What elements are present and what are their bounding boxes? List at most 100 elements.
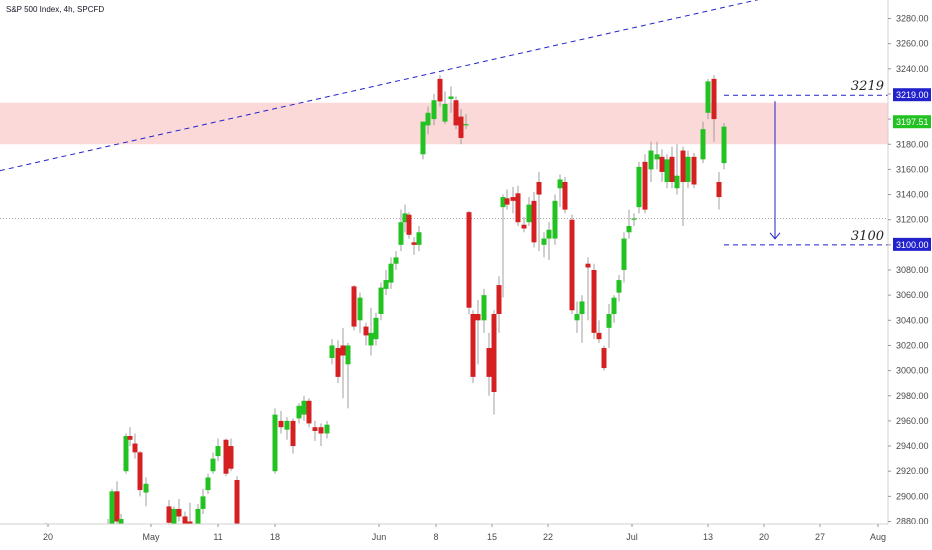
candle-body[interactable] [458,116,464,138]
candle-body[interactable] [393,257,399,264]
candle-body[interactable] [388,263,394,283]
candle-body[interactable] [137,452,143,491]
candle-body[interactable] [521,224,527,229]
candle-body[interactable] [557,179,563,189]
candle-body[interactable] [611,297,617,315]
candle-body[interactable] [223,439,229,474]
candle-body[interactable] [278,420,284,428]
candle-body[interactable] [491,314,497,392]
candle-body[interactable] [631,218,637,220]
candle-body[interactable] [552,200,558,239]
candle-body[interactable] [109,491,115,527]
candle-body[interactable] [466,212,472,308]
candle-body[interactable] [368,332,374,346]
candle-body[interactable] [574,314,580,321]
candle-body[interactable] [166,506,172,523]
candle-body[interactable] [402,213,408,223]
candle-body[interactable] [470,314,476,377]
candle-body[interactable] [596,332,602,340]
candle-body[interactable] [463,124,469,126]
candle-body[interactable] [536,181,542,195]
candle-body[interactable] [510,197,516,201]
candle-body[interactable] [669,156,675,182]
candle-body[interactable] [591,270,597,333]
candle-body[interactable] [296,405,302,419]
candle-body[interactable] [200,496,206,509]
candle-body[interactable] [195,508,201,525]
candle-body[interactable] [406,214,412,235]
candle-body[interactable] [616,280,622,293]
candle-body[interactable] [318,427,324,434]
candle-body[interactable] [486,347,492,377]
candle-body[interactable] [363,326,369,336]
candle-body[interactable] [648,150,654,170]
candle-body[interactable] [705,81,711,113]
candle-body[interactable] [504,198,510,205]
candle-body[interactable] [351,286,357,327]
candle-body[interactable] [680,150,686,182]
candle-body[interactable] [205,477,211,491]
candle-body[interactable] [585,263,591,268]
candle-body[interactable] [114,491,120,522]
candle-body[interactable] [442,104,448,122]
candle-body[interactable] [579,301,585,315]
candle-body[interactable] [416,232,422,245]
candle-body[interactable] [700,129,706,160]
candle-body[interactable] [654,154,660,160]
candle-body[interactable] [290,420,296,447]
candle-body[interactable] [143,483,149,493]
candle-body[interactable] [228,446,234,469]
candle-body[interactable] [329,345,335,359]
candle-body[interactable] [606,314,612,328]
candle-body[interactable] [378,287,384,315]
candle-body[interactable] [312,427,318,431]
candle-body[interactable] [324,424,330,434]
candle-body[interactable] [526,204,532,223]
candle-body[interactable] [711,78,717,120]
candle-body[interactable] [182,516,188,525]
candle-body[interactable] [284,420,290,430]
candle-body[interactable] [272,414,278,472]
candle-body[interactable] [425,112,431,126]
candle-body[interactable] [685,156,691,182]
trendline[interactable] [0,0,786,172]
candle-body[interactable] [721,126,727,164]
candle-body[interactable] [123,435,129,472]
candle-body[interactable] [496,285,502,315]
candle-body[interactable] [621,238,627,270]
candle-body[interactable] [335,347,341,377]
candle-body[interactable] [515,193,521,223]
candle-body[interactable] [500,197,506,208]
candle-body[interactable] [373,317,379,340]
candle-body[interactable] [132,443,138,453]
candle-body[interactable] [562,181,568,210]
candle-body[interactable] [176,508,182,517]
candle-body[interactable] [431,100,437,120]
candle-body[interactable] [546,229,552,239]
candle-body[interactable] [411,242,417,245]
candle-body[interactable] [453,100,459,126]
candle-body[interactable] [340,345,346,356]
candle-body[interactable] [642,161,648,210]
candle-body[interactable] [659,156,665,172]
candle-body[interactable] [716,181,722,198]
candle-body[interactable] [210,458,216,472]
candle-body[interactable] [437,78,443,102]
candle-body[interactable] [481,295,487,321]
candle-body[interactable] [234,480,240,527]
candle-body[interactable] [118,518,124,525]
candle-body[interactable] [357,297,363,321]
candle-body[interactable] [215,446,221,457]
candle-body[interactable] [448,96,454,99]
candle-body[interactable] [301,400,307,415]
candle-body[interactable] [664,159,670,182]
candle-body[interactable] [531,200,537,243]
candle-body[interactable] [171,508,177,527]
candle-body[interactable] [626,225,632,233]
candle-body[interactable] [541,238,547,245]
candle-body[interactable] [420,121,426,155]
candle-body[interactable] [345,345,351,365]
candle-body[interactable] [306,400,312,424]
candle-body[interactable] [127,435,133,440]
candle-body[interactable] [691,156,697,185]
